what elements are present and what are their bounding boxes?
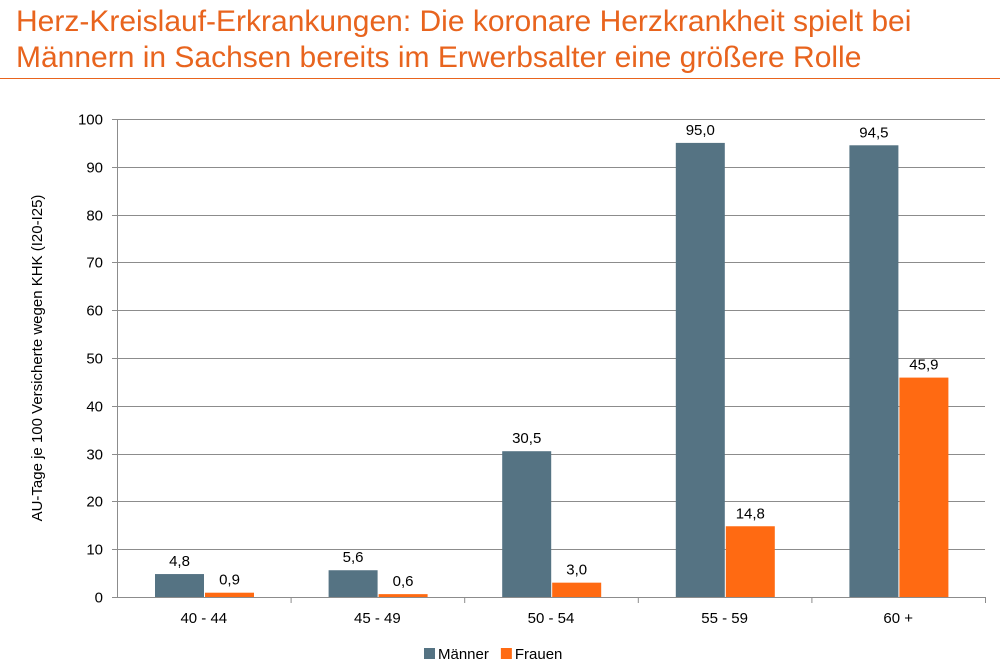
bar-frauen xyxy=(899,377,949,597)
title-divider xyxy=(0,78,1000,79)
bar-frauen xyxy=(378,594,428,597)
y-tick-label: 100 xyxy=(78,112,103,129)
bar-frauen xyxy=(725,526,775,597)
data-label: 95,0 xyxy=(686,122,715,139)
x-tick-label: 60 + xyxy=(883,610,913,627)
data-label: 14,8 xyxy=(736,505,765,522)
data-label: 0,6 xyxy=(393,573,414,590)
x-tick-label: 50 - 54 xyxy=(528,610,575,627)
legend-swatch-frauen xyxy=(500,648,512,659)
bar-männer xyxy=(675,142,725,597)
y-tick-label: 70 xyxy=(86,255,103,272)
y-tick-label: 10 xyxy=(86,542,103,559)
bar-männer xyxy=(849,145,899,598)
data-label: 94,5 xyxy=(859,124,888,141)
y-tick-label: 0 xyxy=(95,590,103,607)
x-tick-label: 40 - 44 xyxy=(180,610,227,627)
legend-label: Männer xyxy=(438,646,489,663)
y-tick-label: 40 xyxy=(86,399,103,416)
data-label: 4,8 xyxy=(169,553,190,570)
bar-männer xyxy=(328,570,378,597)
y-tick-label: 20 xyxy=(86,494,103,511)
data-label: 0,9 xyxy=(219,572,240,589)
y-tick-label: 60 xyxy=(86,303,103,320)
y-tick-label: 50 xyxy=(86,351,103,368)
y-tick-label: 30 xyxy=(86,447,103,464)
bar-männer xyxy=(502,451,552,597)
y-axis-label: AU-Tage je 100 Versicherte wegen KHK (I2… xyxy=(29,195,46,522)
y-tick-label: 80 xyxy=(86,208,103,225)
bar-männer xyxy=(155,574,204,597)
data-label: 3,0 xyxy=(566,562,587,579)
legend-swatch-männer xyxy=(424,648,435,659)
y-tick-label: 90 xyxy=(86,160,103,177)
data-label: 5,6 xyxy=(343,549,364,566)
x-tick-label: 55 - 59 xyxy=(701,610,748,627)
page-title: Herz-Kreislauf-Erkrankungen: Die koronar… xyxy=(16,5,912,74)
bar-frauen xyxy=(552,582,602,597)
bar-frauen xyxy=(205,592,254,597)
data-label: 30,5 xyxy=(512,430,541,447)
x-tick-label: 45 - 49 xyxy=(354,610,401,627)
legend-label: Frauen xyxy=(515,646,563,663)
data-label: 45,9 xyxy=(909,357,938,374)
